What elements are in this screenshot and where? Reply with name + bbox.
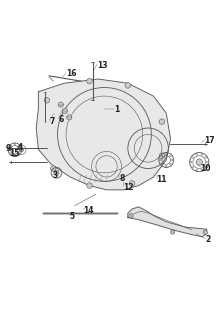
Circle shape	[67, 115, 72, 120]
Text: 17: 17	[205, 136, 215, 145]
Circle shape	[54, 170, 59, 175]
Text: 13: 13	[97, 61, 107, 70]
Text: 12: 12	[124, 183, 134, 192]
Circle shape	[171, 230, 175, 234]
Text: 14: 14	[83, 206, 94, 215]
Circle shape	[159, 119, 165, 124]
Polygon shape	[36, 79, 171, 190]
Text: 9: 9	[5, 144, 11, 153]
Text: 2: 2	[206, 236, 211, 244]
Circle shape	[44, 98, 50, 103]
Circle shape	[129, 181, 135, 186]
Circle shape	[51, 166, 56, 171]
Text: 10: 10	[200, 164, 211, 172]
Text: 6: 6	[59, 115, 64, 124]
Circle shape	[87, 183, 92, 188]
Polygon shape	[128, 207, 207, 237]
Text: 3: 3	[52, 172, 58, 180]
Text: 1: 1	[114, 105, 119, 115]
Text: 15: 15	[10, 149, 20, 158]
Circle shape	[159, 153, 165, 158]
Circle shape	[129, 214, 133, 218]
Circle shape	[203, 230, 207, 235]
Circle shape	[19, 148, 23, 152]
Text: 5: 5	[69, 212, 74, 221]
Text: 16: 16	[66, 69, 77, 78]
Circle shape	[62, 108, 67, 114]
Circle shape	[87, 78, 92, 84]
Circle shape	[196, 159, 202, 165]
Text: 4: 4	[18, 143, 23, 152]
Circle shape	[125, 83, 131, 88]
Circle shape	[58, 102, 63, 107]
Text: 11: 11	[157, 175, 167, 184]
Text: 8: 8	[119, 174, 125, 183]
Text: 7: 7	[49, 117, 54, 126]
